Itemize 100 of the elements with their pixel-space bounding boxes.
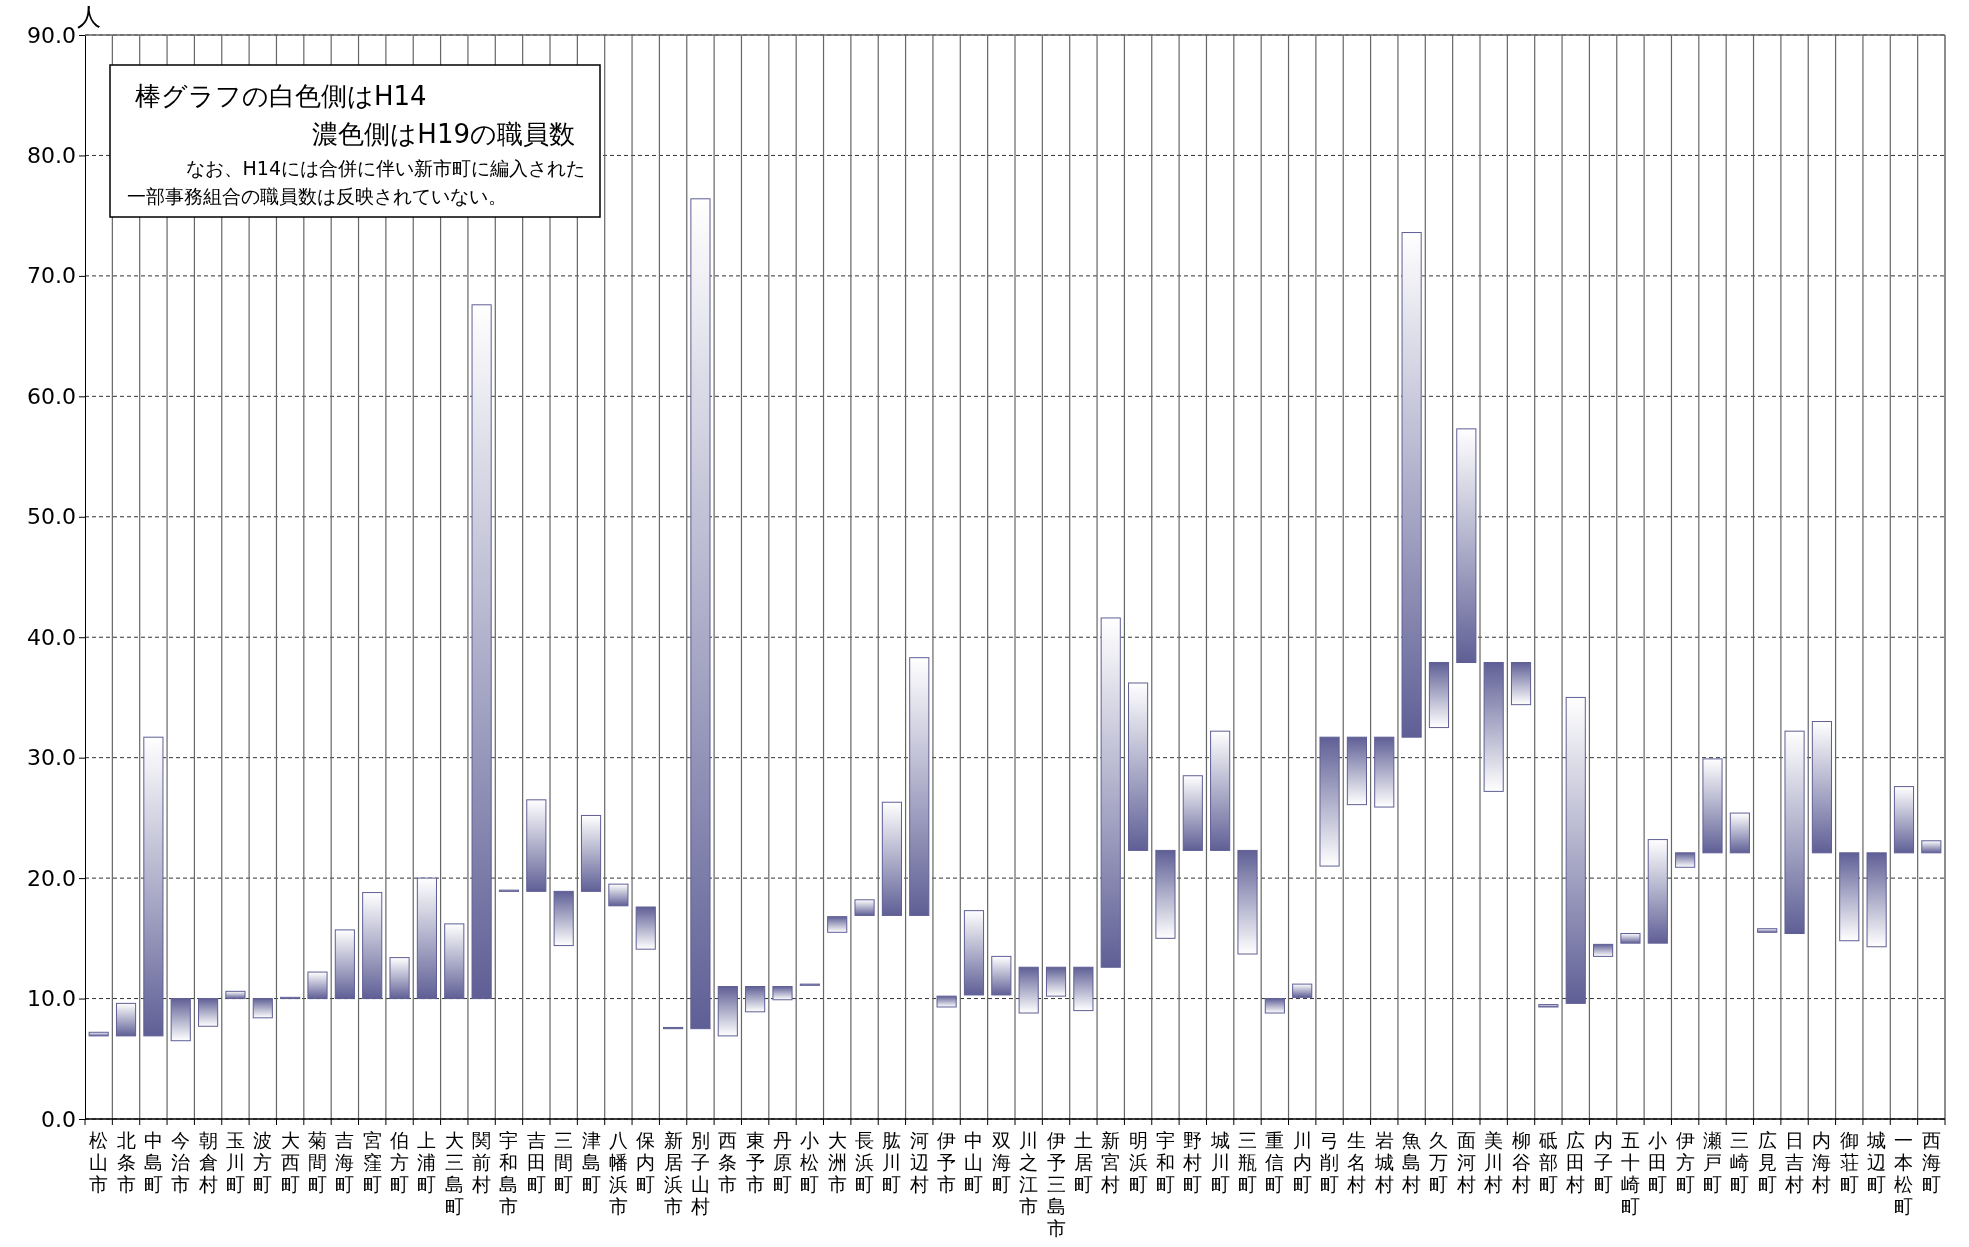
x-tick-label: 重信町 bbox=[1265, 1129, 1285, 1195]
bar bbox=[553, 890, 574, 947]
x-tick-label: 上浦町 bbox=[417, 1129, 437, 1195]
x-tick-label: 岩城村 bbox=[1373, 1129, 1394, 1195]
bar bbox=[608, 883, 629, 907]
y-tick-label: 20.0 bbox=[27, 865, 76, 891]
bar bbox=[225, 990, 246, 1000]
x-tick-label: 城川町 bbox=[1209, 1129, 1230, 1195]
bar bbox=[1483, 662, 1504, 792]
bar bbox=[143, 736, 164, 1037]
y-tick-label: 30.0 bbox=[27, 745, 76, 771]
bar bbox=[1565, 696, 1586, 1004]
bar bbox=[1921, 840, 1942, 854]
x-tick-label: 弓削町 bbox=[1320, 1129, 1340, 1195]
y-tick-label: 10.0 bbox=[27, 986, 76, 1012]
bar bbox=[170, 998, 191, 1042]
x-tick-label: 宇和町 bbox=[1155, 1129, 1175, 1195]
x-tick-label: 野村町 bbox=[1182, 1129, 1203, 1195]
y-tick-label: 80.0 bbox=[27, 142, 76, 168]
x-tick-label: 広田村 bbox=[1565, 1129, 1586, 1195]
bar bbox=[909, 657, 930, 916]
x-tick-label: 小松町 bbox=[800, 1129, 820, 1195]
y-tick-label: 50.0 bbox=[27, 504, 76, 530]
bar bbox=[307, 971, 328, 1000]
x-tick-label: 河辺村 bbox=[908, 1129, 929, 1195]
x-tick-label: 大洲市 bbox=[827, 1129, 847, 1195]
x-tick-label: 魚島村 bbox=[1401, 1129, 1422, 1195]
bar bbox=[444, 923, 465, 1000]
x-tick-label: 柳谷村 bbox=[1510, 1129, 1531, 1195]
x-tick-label: 面河村 bbox=[1455, 1129, 1476, 1195]
x-tick-label: 新居浜市 bbox=[663, 1129, 683, 1217]
bar bbox=[1428, 662, 1450, 729]
x-tick-label: 新宮村 bbox=[1100, 1129, 1121, 1195]
bar bbox=[416, 877, 437, 1000]
bar bbox=[991, 955, 1012, 996]
bar bbox=[1620, 933, 1641, 944]
x-tick-label: 波方町 bbox=[253, 1129, 273, 1195]
y-tick-label: 90.0 bbox=[27, 22, 76, 48]
bar bbox=[854, 899, 875, 916]
bar bbox=[1647, 839, 1668, 944]
x-tick-label: 吉海町 bbox=[335, 1129, 355, 1195]
bar bbox=[580, 814, 602, 892]
bar bbox=[1811, 721, 1832, 854]
x-tick-label: 宇和島市 bbox=[499, 1129, 519, 1217]
bar bbox=[1155, 849, 1176, 939]
bar bbox=[690, 198, 711, 1030]
x-tick-label: 八幡浜市 bbox=[608, 1129, 628, 1217]
bar bbox=[1784, 730, 1805, 935]
x-tick-label: 中山町 bbox=[964, 1129, 984, 1195]
bar bbox=[1757, 928, 1778, 933]
annotation: なお、H14には合併に伴い新市町に編入された bbox=[185, 157, 585, 179]
x-tick-label: 土居町 bbox=[1073, 1129, 1093, 1195]
x-tick-label: 東予市 bbox=[745, 1129, 765, 1195]
bar bbox=[717, 986, 738, 1037]
x-tick-label: 大三島町 bbox=[444, 1129, 464, 1217]
x-tick-label: 川之江市 bbox=[1019, 1129, 1039, 1217]
x-tick-label: 生名村 bbox=[1346, 1129, 1367, 1195]
bar bbox=[1292, 983, 1313, 998]
x-tick-label: 長浜町 bbox=[855, 1129, 875, 1195]
x-tick-label: 今治市 bbox=[171, 1129, 191, 1195]
x-tick-label: 別子山村 bbox=[689, 1129, 710, 1217]
bar bbox=[963, 910, 985, 996]
x-tick-label: 中島町 bbox=[143, 1129, 163, 1195]
x-tick-label: 菊間町 bbox=[308, 1129, 327, 1195]
x-tick-label: 丹原町 bbox=[773, 1129, 792, 1195]
y-tick-label: 60.0 bbox=[27, 383, 76, 409]
bar bbox=[526, 799, 547, 892]
bar bbox=[334, 929, 355, 1000]
x-tick-label: 三崎町 bbox=[1730, 1129, 1750, 1195]
bar bbox=[772, 986, 793, 1001]
x-tick-label: 西海町 bbox=[1921, 1129, 1941, 1195]
bar bbox=[1893, 786, 1915, 854]
x-tick-label: 御荘町 bbox=[1839, 1129, 1859, 1195]
bar bbox=[1182, 775, 1203, 851]
x-tick-label: 内海村 bbox=[1811, 1129, 1832, 1195]
bar bbox=[198, 998, 219, 1027]
x-tick-label: 伊方町 bbox=[1675, 1129, 1695, 1195]
x-tick-label: 松山市 bbox=[89, 1129, 109, 1195]
bar bbox=[1401, 232, 1422, 738]
annotation: 棒グラフの白色側はH14 bbox=[135, 81, 427, 111]
x-tick-label: 川内町 bbox=[1292, 1129, 1312, 1195]
bar bbox=[1100, 617, 1121, 968]
bar bbox=[471, 304, 492, 1000]
y-axis-title: 人 bbox=[77, 3, 101, 31]
x-tick-label: 久万町 bbox=[1429, 1129, 1449, 1195]
bar bbox=[1210, 730, 1231, 851]
bar bbox=[1018, 966, 1039, 1014]
bar bbox=[827, 916, 848, 933]
bar bbox=[1264, 998, 1285, 1014]
x-tick-label: 伯方町 bbox=[389, 1129, 410, 1195]
x-tick-label: 小田町 bbox=[1648, 1129, 1668, 1195]
x-tick-label: 西条市 bbox=[718, 1129, 738, 1195]
bar bbox=[1346, 736, 1367, 806]
x-tick-label: 美川村 bbox=[1483, 1129, 1504, 1195]
bar bbox=[1319, 736, 1340, 867]
bar bbox=[389, 957, 410, 1000]
x-tick-label: 北条市 bbox=[116, 1129, 136, 1195]
x-tick-label: 明浜町 bbox=[1128, 1129, 1148, 1195]
x-tick-label: 伊予市 bbox=[937, 1129, 957, 1195]
bar bbox=[1593, 943, 1614, 957]
